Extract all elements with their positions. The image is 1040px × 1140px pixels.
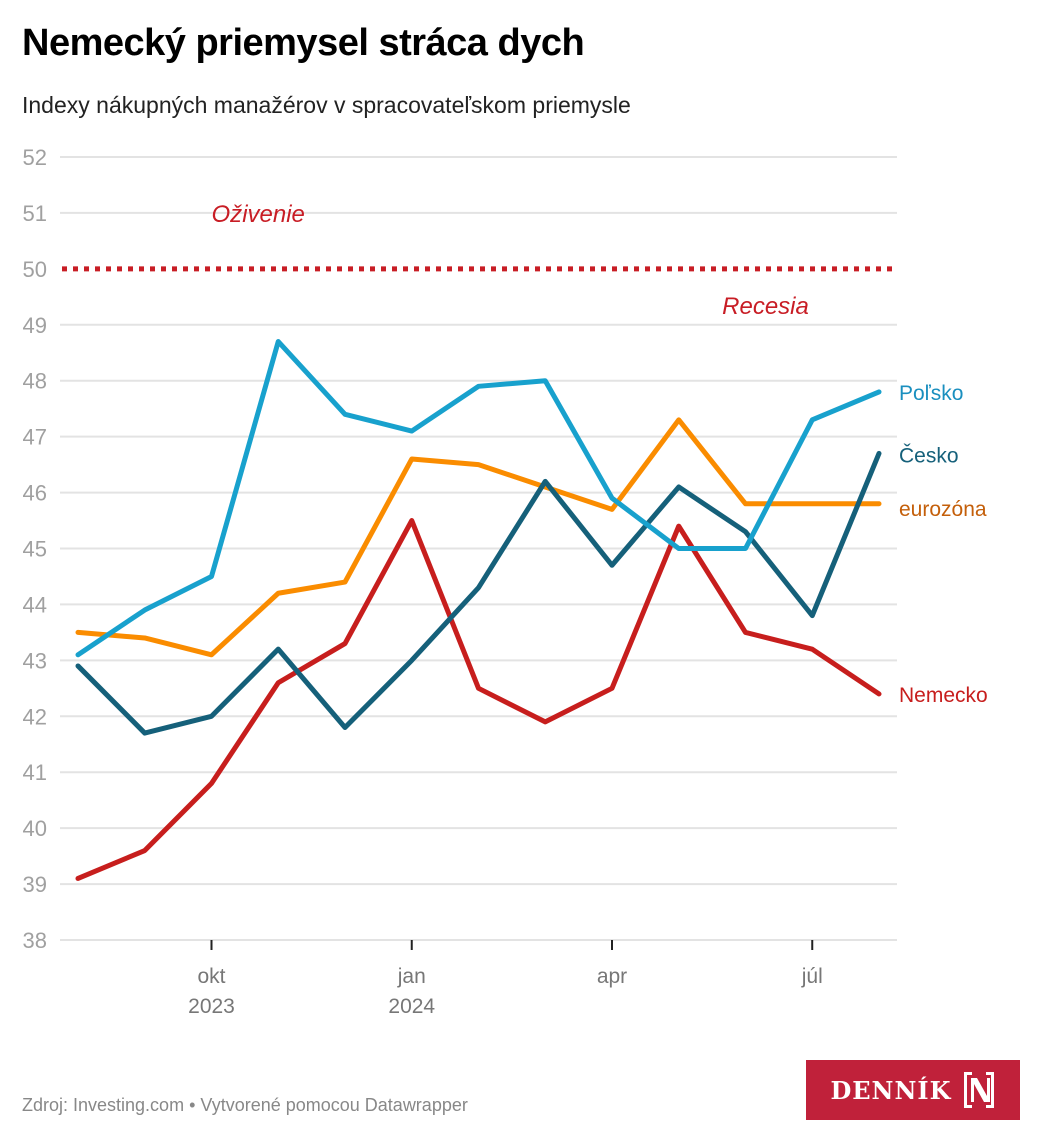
y-tick-label: 47 xyxy=(23,425,47,450)
y-axis-ticks: 38 39 40 41 42 43 44 45 46 47 48 49 50 51 52 xyxy=(23,145,47,953)
logo-text: DENNÍK xyxy=(830,1075,952,1105)
n-logo-icon xyxy=(963,1072,994,1108)
y-tick-label: 43 xyxy=(23,648,47,673)
series-label: Česko xyxy=(899,444,959,467)
x-tick-label: okt xyxy=(197,965,225,988)
y-tick-label: 39 xyxy=(23,872,47,897)
series-label: Poľsko xyxy=(899,382,964,405)
chart-subtitle: Indexy nákupných manažérov v spracovateľ… xyxy=(22,92,631,118)
series-label: Nemecko xyxy=(899,684,988,707)
chart-title: Nemecký priemysel stráca dych xyxy=(22,22,585,64)
gridlines xyxy=(60,156,897,941)
y-tick-label: 38 xyxy=(23,928,47,953)
series-line-Poľsko xyxy=(75,339,882,658)
y-tick-label: 44 xyxy=(23,592,47,617)
x-tick-year-label: 2023 xyxy=(188,995,235,1018)
series-label: eurozóna xyxy=(899,498,987,521)
annotation-label: Oživenie xyxy=(212,201,305,228)
series-line-eurozóna xyxy=(75,417,882,658)
annotation-label: Recesia xyxy=(722,293,809,320)
y-tick-label: 45 xyxy=(23,537,47,562)
x-tick-label: jan xyxy=(397,965,426,988)
series-labels: Poľsko Česko eurozóna Nemecko xyxy=(899,382,988,707)
y-tick-label: 42 xyxy=(23,704,47,729)
dennik-n-logo[interactable]: DENNÍK xyxy=(806,1060,1020,1120)
x-tick-label: júl xyxy=(801,965,823,988)
y-tick-label: 40 xyxy=(23,816,47,841)
y-tick-label: 51 xyxy=(23,201,47,226)
y-tick-label: 48 xyxy=(23,369,47,394)
y-tick-label: 41 xyxy=(23,760,47,785)
y-tick-label: 46 xyxy=(23,481,47,506)
x-tick-label: apr xyxy=(597,965,627,988)
annotations: Oživenie Recesia xyxy=(212,201,809,320)
line-chart: 38 39 40 41 42 43 44 45 46 47 48 49 50 51 52 okt 2023 ja… xyxy=(23,145,988,1018)
x-axis-ticks: okt 2023 jan 2024 apr júl xyxy=(188,940,823,1018)
y-tick-label: 50 xyxy=(23,257,47,282)
series-line-Nemecko xyxy=(75,518,882,881)
series-line-Česko xyxy=(75,450,882,736)
series-lines xyxy=(75,339,882,881)
y-tick-label: 52 xyxy=(23,145,47,170)
source-note: Zdroj: Investing.com • Vytvorené pomocou… xyxy=(22,1095,468,1115)
x-tick-year-label: 2024 xyxy=(388,995,435,1018)
y-tick-label: 49 xyxy=(23,313,47,338)
